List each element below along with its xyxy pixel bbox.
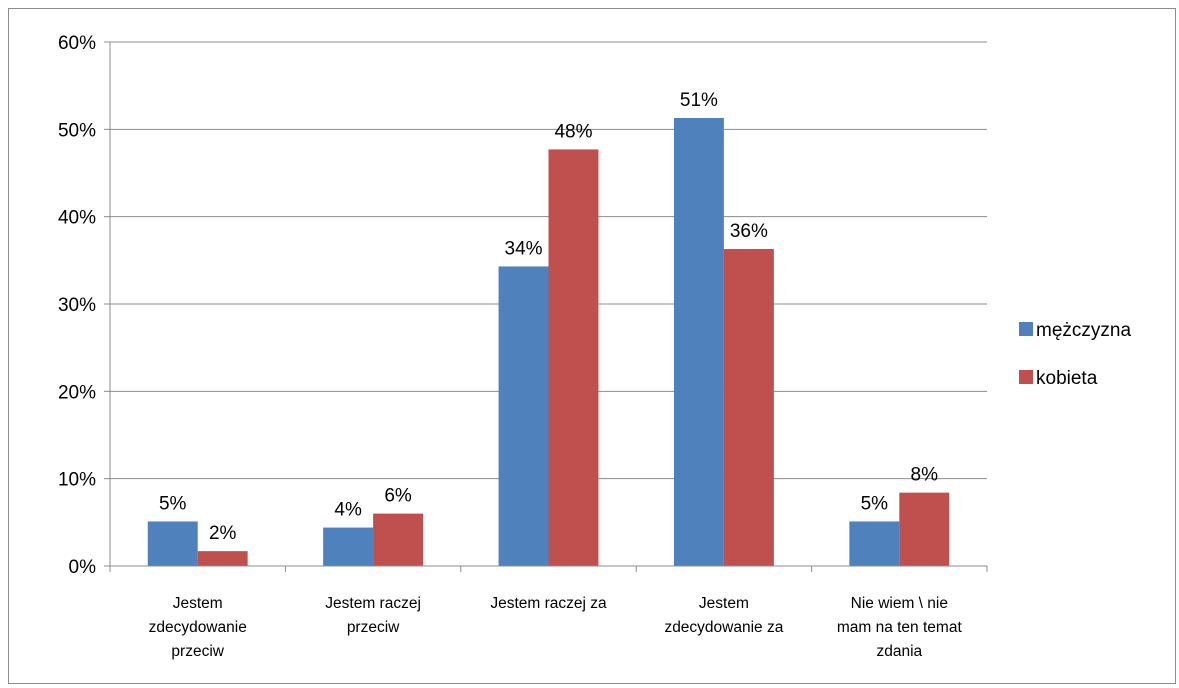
bar-mezczyzna [498, 266, 549, 566]
y-tick-label: 60% [58, 33, 96, 54]
bar-kobieta [899, 492, 950, 566]
y-tick-label: 40% [58, 208, 96, 229]
x-category-label: przeciw [347, 619, 400, 636]
legend-swatch [1019, 322, 1033, 336]
gridlines [110, 41, 987, 480]
bar-kobieta [373, 513, 424, 566]
x-category-label: Jestem raczej za [490, 595, 607, 612]
data-label: 6% [384, 486, 412, 507]
bar-mezczyzna [849, 521, 900, 566]
data-label: 34% [505, 238, 543, 259]
legend: mężczyzna kobieta [1019, 320, 1131, 389]
data-label: 4% [334, 500, 362, 521]
x-category-label: przeciw [171, 643, 224, 660]
bar-mezczyzna [673, 117, 724, 566]
data-label: 5% [861, 493, 889, 514]
axes [104, 41, 988, 572]
data-label: 5% [159, 493, 187, 514]
x-category-label: Jestem [699, 595, 749, 612]
x-category-label: mam na ten temat [837, 619, 963, 636]
data-label: 2% [209, 523, 237, 544]
data-label: 36% [730, 221, 768, 242]
y-tick-label: 30% [58, 295, 96, 316]
data-label: 51% [680, 90, 718, 111]
legend-label: mężczyzna [1036, 320, 1131, 341]
bar-kobieta [197, 551, 248, 566]
x-category-label: zdecydowanie za [664, 619, 783, 636]
data-label: 8% [911, 465, 939, 486]
x-category-label: zdecydowanie [149, 619, 247, 636]
x-category-label: Nie wiem \ nie [851, 595, 948, 612]
legend-label: kobieta [1036, 368, 1098, 389]
y-tick-label: 50% [58, 120, 96, 141]
bar-kobieta [548, 149, 599, 567]
y-tick-label: 0% [69, 557, 97, 578]
x-category-label: Jestem [173, 595, 223, 612]
bar-kobieta [723, 248, 774, 567]
labels: 0% 10% 20% 30% 40% 50% 60% 5% 2% Jestem zdecydowan… [58, 33, 962, 660]
y-tick-label: 10% [58, 470, 96, 491]
x-category-label: zdania [876, 643, 922, 660]
data-label: 48% [554, 121, 592, 142]
bars [147, 117, 950, 567]
x-category-label: Jestem raczej [325, 595, 421, 612]
y-tick-label: 20% [58, 382, 96, 403]
bar-mezczyzna [147, 521, 198, 566]
legend-swatch [1019, 370, 1033, 384]
bar-mezczyzna [323, 527, 374, 566]
